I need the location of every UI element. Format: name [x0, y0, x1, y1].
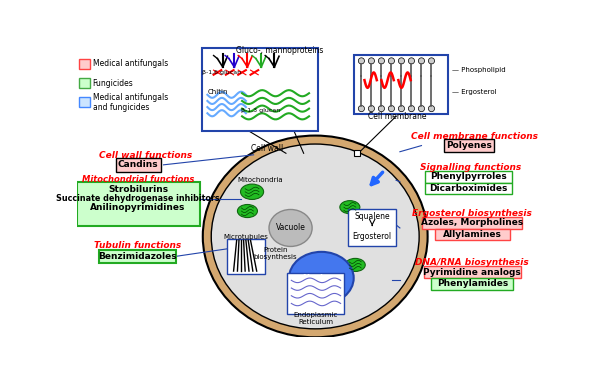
Circle shape — [379, 105, 385, 112]
FancyBboxPatch shape — [422, 217, 523, 229]
Circle shape — [388, 58, 395, 64]
FancyBboxPatch shape — [227, 239, 265, 274]
Circle shape — [428, 105, 434, 112]
Text: β-1,6 glucan: β-1,6 glucan — [202, 70, 241, 75]
Text: Cell membrane functions: Cell membrane functions — [411, 132, 538, 141]
Text: Phenylamides: Phenylamides — [437, 279, 508, 288]
Circle shape — [409, 105, 415, 112]
Text: Polyenes: Polyenes — [446, 141, 492, 150]
Text: Ergosterol: Ergosterol — [353, 232, 392, 241]
Text: Benzimidazoles: Benzimidazoles — [98, 252, 176, 261]
Text: Cell wall functions: Cell wall functions — [99, 151, 193, 160]
Circle shape — [409, 58, 415, 64]
Text: Pyrimidine analogs: Pyrimidine analogs — [424, 268, 521, 277]
Circle shape — [398, 105, 404, 112]
Ellipse shape — [238, 205, 257, 218]
Text: Mitochondrial functions: Mitochondrial functions — [82, 175, 194, 184]
Text: Gluco-, mannoproteins: Gluco-, mannoproteins — [236, 45, 323, 55]
FancyBboxPatch shape — [99, 250, 176, 263]
Ellipse shape — [340, 200, 360, 214]
Circle shape — [418, 58, 425, 64]
Text: Ergosterol biosynthesis: Ergosterol biosynthesis — [412, 209, 532, 218]
Text: Tubulin functions: Tubulin functions — [94, 241, 182, 250]
FancyBboxPatch shape — [79, 97, 90, 108]
Text: Microtubules: Microtubules — [223, 234, 268, 240]
Text: Squalene: Squalene — [355, 212, 390, 221]
Text: Allylamines: Allylamines — [443, 230, 502, 239]
Text: — Ergosterol: — Ergosterol — [452, 89, 497, 95]
Text: Vacuole: Vacuole — [275, 224, 305, 232]
FancyBboxPatch shape — [424, 266, 521, 278]
Text: Strobilurins: Strobilurins — [108, 185, 168, 194]
Circle shape — [418, 105, 425, 112]
Text: Azoles, Morpholines: Azoles, Morpholines — [421, 218, 523, 227]
FancyBboxPatch shape — [431, 278, 513, 290]
Circle shape — [428, 58, 434, 64]
FancyBboxPatch shape — [349, 209, 396, 246]
Text: Succinate dehydrogenase inhibitors: Succinate dehydrogenase inhibitors — [56, 194, 220, 203]
FancyBboxPatch shape — [202, 48, 317, 131]
Circle shape — [388, 105, 395, 112]
Text: Medical antifungals
and fungicides: Medical antifungals and fungicides — [92, 93, 168, 112]
FancyBboxPatch shape — [425, 171, 512, 183]
Circle shape — [358, 105, 364, 112]
Circle shape — [368, 105, 374, 112]
Text: Phenylpyrroles: Phenylpyrroles — [430, 172, 507, 181]
Text: Medical antifungals: Medical antifungals — [92, 60, 168, 69]
Text: β-1,3 glucan: β-1,3 glucan — [241, 108, 281, 113]
FancyBboxPatch shape — [354, 150, 360, 157]
Text: Candins: Candins — [118, 160, 158, 169]
Text: Signalling functions: Signalling functions — [420, 163, 521, 172]
Ellipse shape — [241, 184, 263, 199]
FancyBboxPatch shape — [79, 78, 90, 88]
Ellipse shape — [211, 144, 419, 329]
FancyBboxPatch shape — [79, 59, 90, 69]
Ellipse shape — [289, 252, 354, 304]
Text: Chitin: Chitin — [207, 89, 227, 95]
Circle shape — [368, 58, 374, 64]
Circle shape — [398, 58, 404, 64]
FancyBboxPatch shape — [425, 183, 512, 194]
Text: Cell wall: Cell wall — [251, 144, 284, 153]
Text: Dicarboximides: Dicarboximides — [429, 184, 508, 193]
Text: Cell membrane: Cell membrane — [368, 112, 426, 121]
Text: Fungicides: Fungicides — [92, 79, 133, 88]
Text: — Phospholipid: — Phospholipid — [452, 67, 506, 73]
FancyBboxPatch shape — [77, 182, 200, 226]
FancyBboxPatch shape — [355, 55, 448, 114]
Text: Mitochondria: Mitochondria — [237, 177, 283, 183]
Circle shape — [379, 58, 385, 64]
Ellipse shape — [345, 258, 365, 271]
FancyBboxPatch shape — [287, 273, 344, 314]
Text: DNA/RNA biosynthesis: DNA/RNA biosynthesis — [415, 258, 529, 267]
Text: Nucleus: Nucleus — [302, 274, 340, 282]
Text: Endoplasmic
Reticulum: Endoplasmic Reticulum — [294, 312, 338, 325]
Text: Protein
biosynthesis: Protein biosynthesis — [253, 247, 297, 260]
Ellipse shape — [269, 210, 312, 246]
Circle shape — [358, 58, 364, 64]
Text: Anilinopyrimidines: Anilinopyrimidines — [91, 203, 186, 212]
FancyBboxPatch shape — [434, 229, 510, 240]
Ellipse shape — [203, 136, 428, 337]
